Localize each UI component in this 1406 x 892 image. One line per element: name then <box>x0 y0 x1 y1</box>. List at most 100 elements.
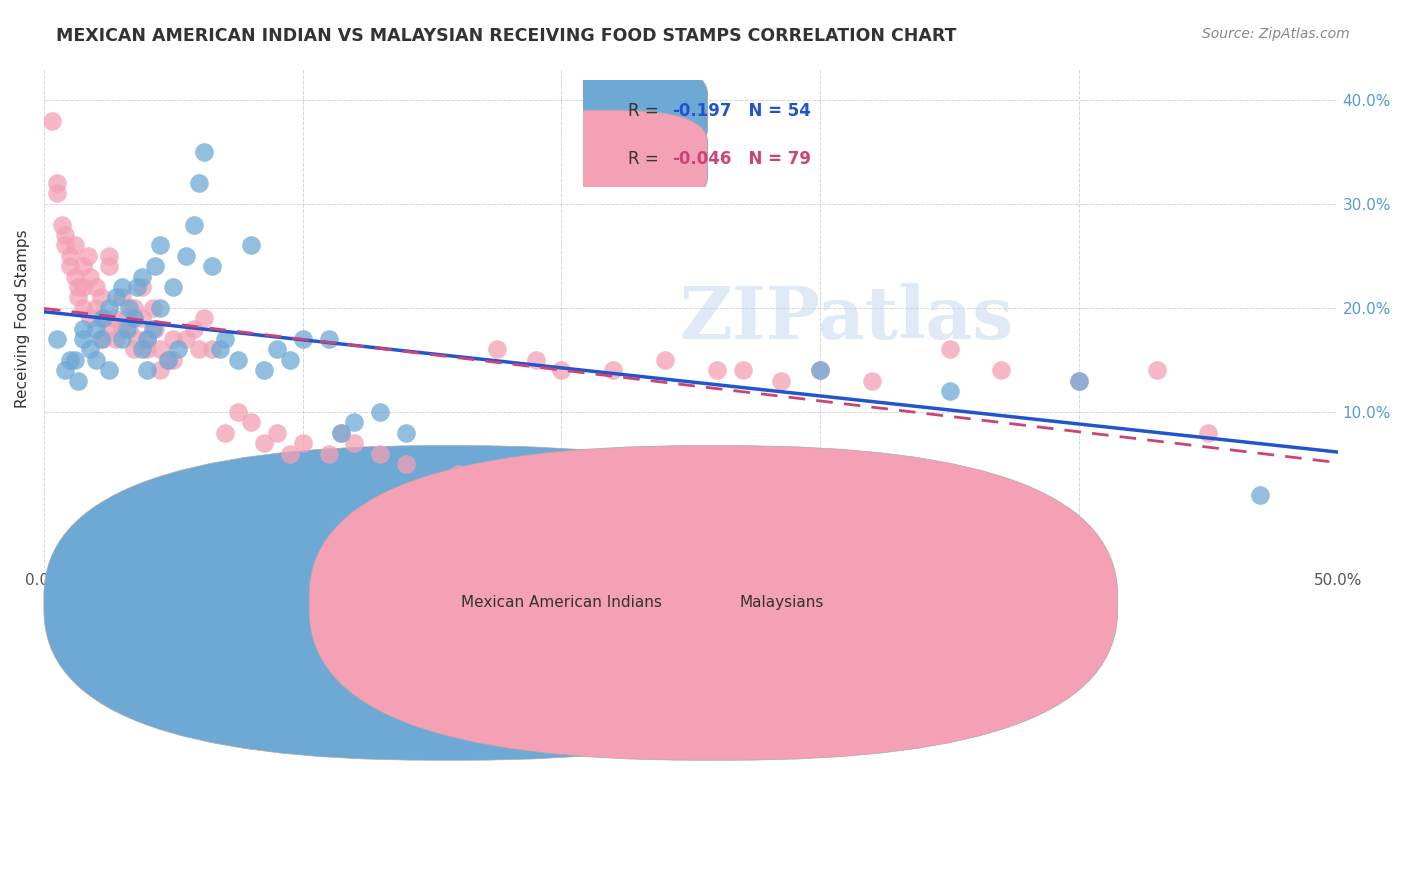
Point <box>72 321 94 335</box>
Point <box>188 176 211 190</box>
Point <box>110 280 132 294</box>
Point <box>105 332 128 346</box>
Point <box>174 249 197 263</box>
Point <box>330 425 353 440</box>
Point <box>72 259 94 273</box>
Point <box>97 321 120 335</box>
Point <box>97 301 120 315</box>
Point <box>59 352 82 367</box>
Point <box>278 446 301 460</box>
Point <box>97 259 120 273</box>
Point <box>136 363 159 377</box>
Point <box>125 332 148 346</box>
Point <box>368 405 391 419</box>
Point <box>136 332 159 346</box>
Point <box>63 238 86 252</box>
Point <box>149 363 172 377</box>
Point <box>143 321 166 335</box>
Point <box>142 321 165 335</box>
Point <box>63 269 86 284</box>
Point <box>157 352 180 367</box>
Point <box>291 332 314 346</box>
Point <box>167 343 190 357</box>
Point <box>136 332 159 346</box>
Point <box>395 425 418 440</box>
Point <box>66 280 89 294</box>
Point <box>118 321 141 335</box>
Point <box>149 343 172 357</box>
Point <box>162 280 184 294</box>
Point <box>118 301 141 315</box>
Point <box>110 321 132 335</box>
Point <box>188 343 211 357</box>
Text: Malaysians: Malaysians <box>740 596 824 610</box>
Text: N = 79: N = 79 <box>737 151 811 169</box>
Point <box>253 363 276 377</box>
Text: R =: R = <box>627 151 664 169</box>
Text: N = 54: N = 54 <box>737 103 811 120</box>
Point <box>79 311 101 326</box>
Point <box>395 457 418 471</box>
Point <box>105 290 128 304</box>
Point <box>174 332 197 346</box>
Point <box>66 290 89 304</box>
Point <box>97 363 120 377</box>
Point <box>93 311 115 326</box>
Point <box>124 311 146 326</box>
Point <box>990 363 1012 377</box>
Point <box>1249 488 1271 502</box>
Point <box>63 352 86 367</box>
Point <box>266 425 288 440</box>
Point <box>162 332 184 346</box>
Point <box>59 259 82 273</box>
Point <box>90 332 112 346</box>
Point <box>860 374 883 388</box>
Point <box>226 352 249 367</box>
FancyBboxPatch shape <box>309 446 1118 760</box>
Point <box>1067 374 1090 388</box>
Point <box>103 311 125 326</box>
FancyBboxPatch shape <box>501 62 707 161</box>
Point <box>131 311 153 326</box>
Point <box>770 374 793 388</box>
Point <box>253 436 276 450</box>
Point <box>654 352 676 367</box>
Point <box>125 280 148 294</box>
FancyBboxPatch shape <box>44 446 852 760</box>
Point <box>808 363 831 377</box>
Point <box>162 352 184 367</box>
Point <box>84 301 107 315</box>
Text: Source: ZipAtlas.com: Source: ZipAtlas.com <box>1202 27 1350 41</box>
Point <box>485 343 508 357</box>
Point <box>90 290 112 304</box>
Y-axis label: Receiving Food Stamps: Receiving Food Stamps <box>15 229 30 408</box>
Point <box>53 227 76 242</box>
Point <box>938 343 960 357</box>
Point <box>84 321 107 335</box>
Point <box>731 363 754 377</box>
Point <box>239 238 262 252</box>
Point <box>368 446 391 460</box>
Point <box>110 332 132 346</box>
Point <box>72 332 94 346</box>
Point <box>239 415 262 429</box>
Point <box>136 343 159 357</box>
Point <box>214 332 236 346</box>
Point <box>208 343 231 357</box>
Point <box>183 321 205 335</box>
Point <box>131 280 153 294</box>
Point <box>45 332 67 346</box>
Text: ZIPatlas: ZIPatlas <box>679 283 1014 354</box>
Point <box>157 352 180 367</box>
Point <box>330 425 353 440</box>
Point <box>131 343 153 357</box>
Point <box>66 374 89 388</box>
Text: -0.197: -0.197 <box>672 103 731 120</box>
Point <box>1197 425 1219 440</box>
Point <box>131 269 153 284</box>
Text: R =: R = <box>627 103 664 120</box>
Point <box>45 186 67 201</box>
Point <box>115 311 138 326</box>
Point <box>343 415 366 429</box>
Point <box>45 176 67 190</box>
